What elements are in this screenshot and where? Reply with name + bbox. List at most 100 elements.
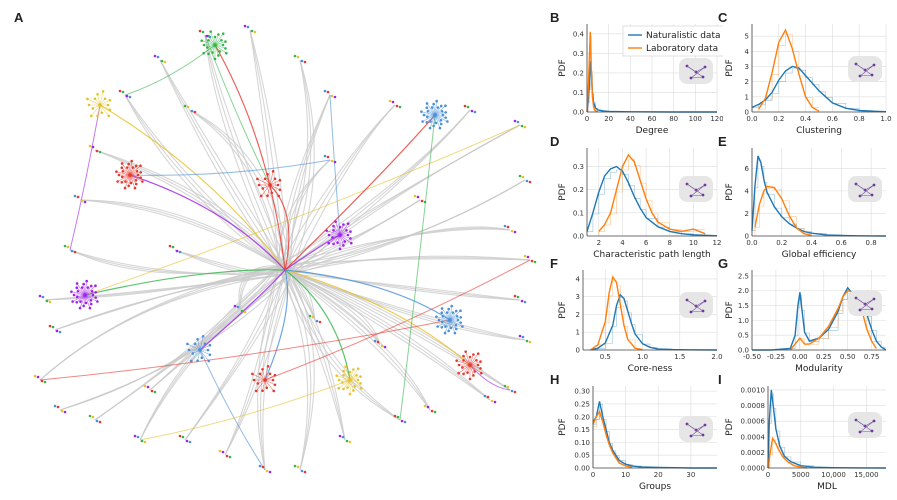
network-node (323, 89, 327, 93)
network-edge (249, 29, 280, 267)
network-node (251, 372, 254, 376)
network-node (459, 321, 462, 324)
network-node (466, 105, 470, 109)
x-tick-label: 60 (648, 115, 657, 123)
x-axis-label: Modularity (795, 364, 843, 374)
network-node (40, 379, 44, 383)
network-node (359, 375, 362, 378)
network-node (127, 184, 130, 188)
network-edge (214, 44, 227, 54)
inset-node (689, 194, 693, 198)
network-edge (260, 269, 286, 471)
series-line-laboratory (592, 409, 633, 469)
network-node (188, 440, 192, 444)
network-edge (290, 273, 346, 441)
network-node (480, 371, 483, 375)
chart-legend: Naturalistic data Laboratory data (622, 25, 723, 57)
network-node (300, 469, 304, 473)
network-edge (191, 349, 201, 362)
network-node (533, 260, 537, 264)
network-node (273, 373, 277, 377)
inset-edge (686, 183, 704, 196)
network-node (276, 183, 280, 187)
y-tick-label: 0.2 (573, 186, 584, 194)
inset-edge (686, 299, 704, 312)
network-node (334, 220, 337, 223)
network-node (130, 159, 133, 163)
network-node (510, 229, 514, 233)
network-node (352, 368, 355, 371)
network-node (134, 164, 138, 168)
network-node (207, 52, 210, 56)
chart-modularity: -0.50 -0.25 0.00 0.25 0.50 0.75 0.0 0.5 1.0 1.5 2.… (725, 270, 887, 374)
network-hub (268, 183, 272, 187)
network-node (73, 194, 77, 198)
network-edge (264, 259, 531, 381)
network-edge (121, 167, 131, 176)
x-tick-label: 20 (654, 471, 663, 479)
network-node (88, 306, 92, 310)
network-edge (262, 369, 266, 381)
network-edge (339, 224, 344, 236)
network-node (189, 359, 193, 363)
x-tick-label: 30 (686, 471, 695, 479)
network-edge (284, 269, 351, 381)
network-node (510, 389, 514, 393)
inset-node (872, 183, 876, 187)
network-node (186, 105, 190, 109)
network-edge (326, 230, 341, 236)
panel-letter-i: I (718, 372, 722, 387)
network-edge (441, 312, 451, 321)
network-node (261, 389, 264, 393)
network-node (518, 334, 522, 338)
panel-letter-e: E (718, 134, 727, 149)
network-node (63, 244, 67, 248)
network-node (258, 372, 262, 376)
network-node (451, 311, 455, 314)
network-node (440, 320, 444, 324)
series-line-laboratory (789, 289, 877, 351)
network-node (91, 415, 95, 419)
network-edge (290, 104, 396, 275)
network-edge (328, 234, 341, 244)
network-node (146, 385, 150, 389)
network-node (398, 105, 402, 109)
network-node (207, 38, 210, 42)
network-hub (433, 113, 437, 117)
network-edge (239, 268, 292, 311)
inset-edge (859, 420, 875, 433)
network-edge (224, 265, 280, 456)
network-edge (84, 281, 87, 296)
network-node (70, 290, 73, 293)
network-node (185, 439, 189, 443)
network-node (200, 356, 204, 360)
network-edge (448, 319, 451, 331)
panel-letter-g: G (718, 256, 729, 271)
network-node (455, 314, 459, 318)
network-edge (434, 112, 446, 116)
network-node (178, 434, 182, 438)
network-node (456, 318, 460, 322)
network-edge (84, 292, 96, 296)
network-edge (129, 174, 137, 185)
network-node (356, 367, 360, 370)
network-node (121, 169, 125, 173)
inset-edge (859, 64, 875, 77)
network-node (445, 311, 449, 314)
network-edge (284, 269, 471, 366)
network-edge (84, 294, 98, 302)
y-tick-label: 0.0 (738, 347, 749, 355)
network-node (323, 154, 327, 158)
network-node (123, 186, 127, 190)
y-axis-label: PDF (558, 183, 568, 201)
network-node (520, 124, 524, 128)
inset-node (872, 63, 876, 67)
network-edge (449, 319, 461, 323)
network-edge (269, 184, 279, 197)
x-tick-label: 5000 (792, 471, 810, 479)
network-node (116, 180, 119, 183)
network-node (338, 225, 342, 229)
x-axis-label: Groups (639, 482, 671, 492)
inset-edge (855, 297, 873, 310)
network-node (318, 320, 322, 324)
